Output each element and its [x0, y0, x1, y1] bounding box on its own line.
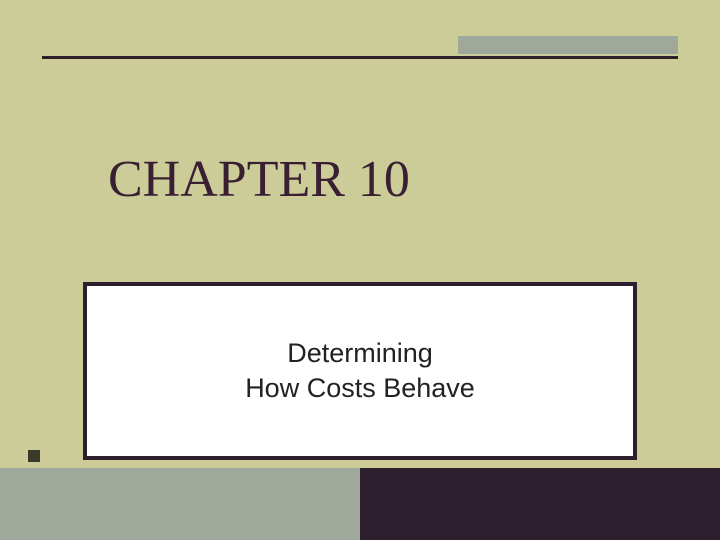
bottom-panel-right [360, 468, 720, 540]
subtitle-line-1: Determining [287, 336, 433, 371]
top-horizontal-rule [42, 56, 678, 59]
subtitle-line-2: How Costs Behave [245, 371, 475, 406]
bottom-panel-left [0, 468, 360, 540]
top-accent-bar [458, 36, 678, 54]
bottom-panel [0, 468, 720, 540]
bullet-marker [28, 450, 40, 462]
chapter-title: CHAPTER 10 [108, 150, 410, 209]
subtitle-box: Determining How Costs Behave [83, 282, 637, 460]
